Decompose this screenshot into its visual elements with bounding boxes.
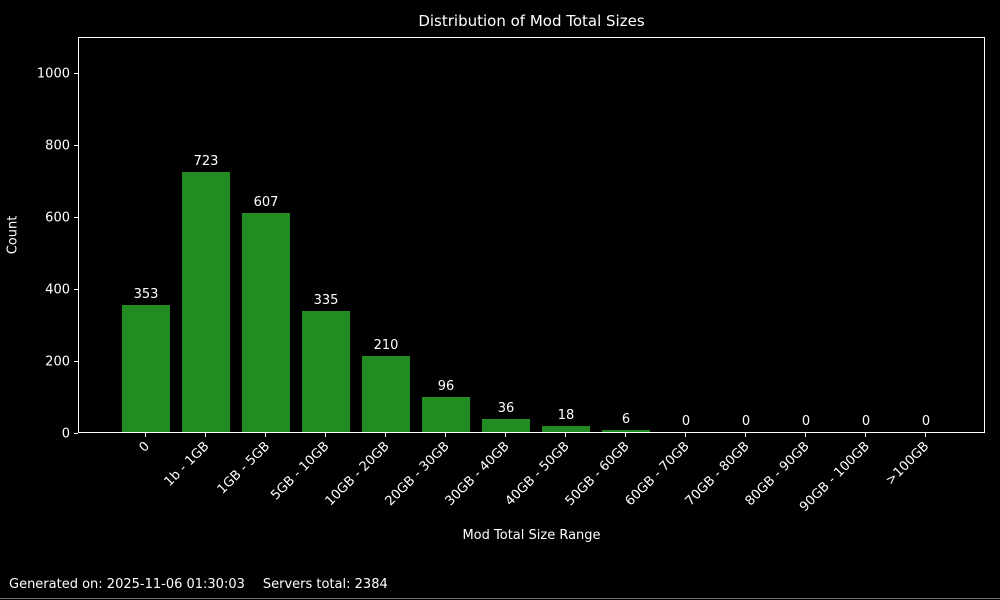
x-tick-mark	[625, 433, 626, 437]
y-tick-mark	[74, 361, 78, 362]
x-tick-mark	[145, 433, 146, 437]
bar-value-label: 0	[861, 414, 871, 429]
bar	[182, 172, 230, 432]
bar	[362, 356, 410, 432]
bar-value-label: 18	[557, 408, 575, 423]
chart-title: Distribution of Mod Total Sizes	[418, 12, 645, 30]
y-tick-label: 600	[45, 210, 70, 226]
x-tick-mark	[445, 433, 446, 437]
bar-value-label: 96	[437, 379, 455, 394]
bar-value-label: 335	[313, 293, 339, 308]
bar-value-label: 0	[801, 414, 811, 429]
bottom-edge-line	[0, 598, 1000, 599]
footer: Generated on: 2025-11-06 01:30:03 Servers…	[9, 577, 406, 592]
y-tick-mark	[74, 145, 78, 146]
x-tick-mark	[325, 433, 326, 437]
y-tick-label: 0	[61, 426, 70, 442]
x-tick-label: 1GB - 5GB	[214, 439, 273, 498]
x-tick-mark	[805, 433, 806, 437]
x-tick-label: 5GB - 10GB	[268, 439, 333, 504]
x-tick-mark	[205, 433, 206, 437]
bar-value-label: 36	[497, 401, 515, 416]
x-axis-label: Mod Total Size Range	[462, 528, 601, 543]
y-tick-label: 200	[45, 354, 70, 370]
x-tick-mark	[745, 433, 746, 437]
x-tick-mark	[565, 433, 566, 437]
x-tick-mark	[265, 433, 266, 437]
bar-value-label: 6	[621, 412, 631, 427]
y-axis-label: Count	[5, 215, 21, 255]
y-tick-label: 1000	[36, 66, 70, 82]
bar-value-label: 0	[921, 414, 931, 429]
x-tick-mark	[685, 433, 686, 437]
footer-servers-total: Servers total: 2384	[262, 577, 388, 592]
y-tick-label: 800	[45, 138, 70, 154]
x-tick-mark	[505, 433, 506, 437]
bar-value-label: 723	[193, 154, 219, 169]
bar	[482, 419, 530, 432]
x-tick-mark	[385, 433, 386, 437]
bar	[242, 213, 290, 432]
bar	[602, 430, 650, 432]
y-tick-mark	[74, 217, 78, 218]
bar-value-label: 353	[133, 287, 159, 302]
bar-value-label: 0	[741, 414, 751, 429]
bar	[542, 426, 590, 432]
y-tick-mark	[74, 433, 78, 434]
bar	[302, 311, 350, 432]
y-tick-label: 400	[45, 282, 70, 298]
x-tick-mark	[865, 433, 866, 437]
plot-area: 0 200 400 600 800 1000 353 0 723 1b - 1GB 607 1GB -…	[37, 37, 985, 515]
bar-value-label: 0	[681, 414, 691, 429]
bar	[122, 305, 170, 432]
x-tick-mark	[925, 433, 926, 437]
x-tick-label: 0	[136, 439, 153, 456]
bar-value-label: 607	[253, 195, 279, 210]
x-tick-label: 1b - 1GB	[161, 439, 213, 490]
bar	[422, 397, 470, 432]
footer-generated-timestamp: Generated on: 2025-11-06 01:30:03	[9, 577, 245, 592]
y-tick-mark	[74, 73, 78, 74]
bar-value-label: 210	[373, 338, 399, 353]
y-tick-mark	[74, 289, 78, 290]
x-tick-label: >100GB	[883, 439, 933, 489]
